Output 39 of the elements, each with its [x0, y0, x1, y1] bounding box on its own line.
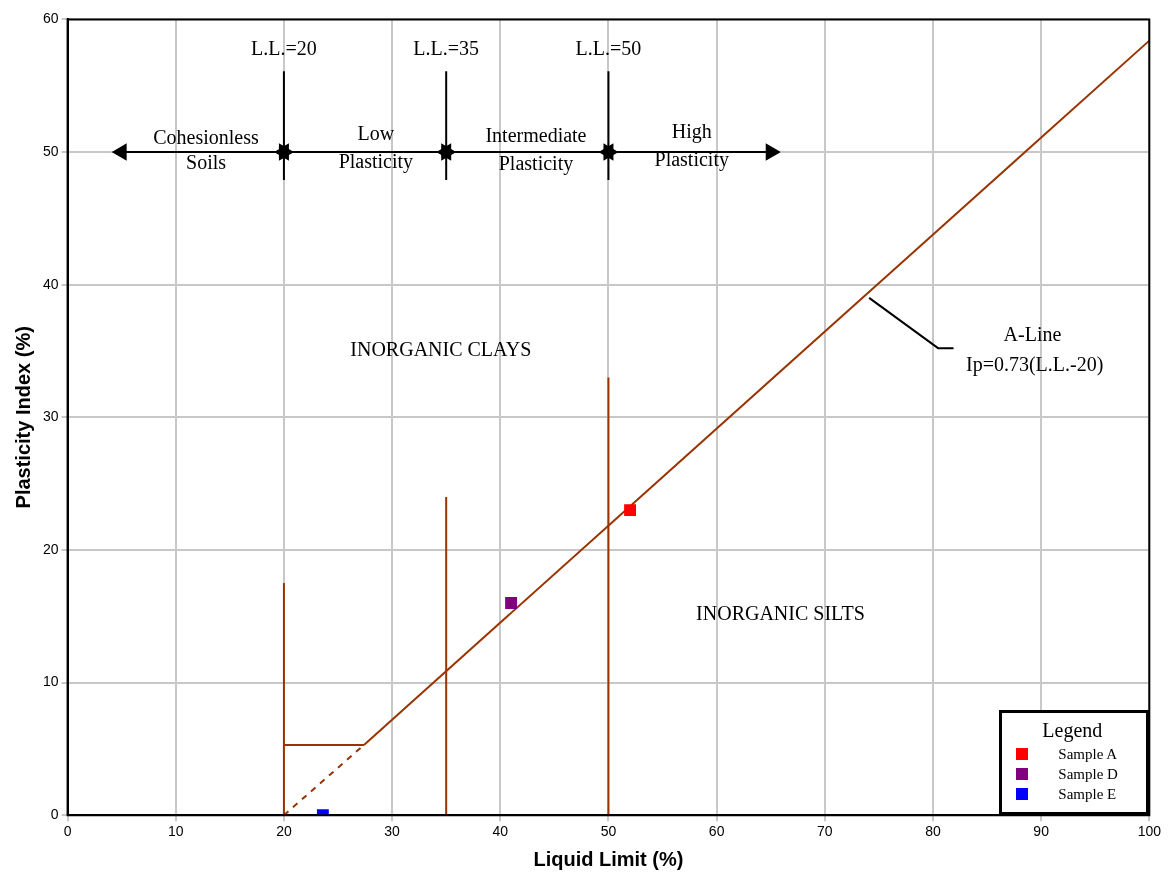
y-tick-label: 60 [42, 10, 59, 27]
annotation: High [671, 120, 712, 144]
annotation: Intermediate [485, 124, 587, 147]
annotation: Plasticity [498, 152, 574, 176]
x-tick-label: 70 [817, 823, 833, 840]
legend-label: Sample E [1058, 785, 1117, 805]
annotation: L.L.=35 [413, 36, 480, 59]
x-tick-label: 10 [167, 823, 184, 840]
legend-label: Sample A [1058, 745, 1118, 765]
annotation: Plasticity [338, 149, 414, 173]
x-tick-label: 0 [63, 823, 72, 840]
annotation: Plasticity [654, 148, 729, 172]
legend-title: Legend [1042, 719, 1104, 743]
y-tick-label: 50 [42, 142, 59, 159]
annotation: INORGANIC SILTS [696, 601, 865, 624]
y-tick-label: 10 [42, 673, 59, 690]
x-axis-title: Liquid Limit (%) [533, 847, 684, 870]
x-tick-label: 20 [276, 823, 292, 840]
y-tick-label: 20 [42, 540, 59, 557]
y-tick-label: 0 [50, 806, 59, 823]
annotation: Soils [186, 151, 227, 174]
x-tick-label: 60 [708, 823, 725, 840]
x-tick-label: 30 [384, 823, 401, 840]
annotation: Cohesionless [153, 126, 260, 149]
x-tick-label: 80 [925, 823, 941, 840]
x-tick-label: 40 [492, 823, 509, 840]
annotation: L.L.=50 [575, 36, 642, 59]
x-tick-label: 100 [1137, 823, 1162, 840]
annotation: A-Line [1003, 323, 1062, 346]
legend-label: Sample D [1058, 765, 1118, 785]
y-axis-title: Plasticity Index (%) [11, 326, 34, 509]
annotation: Ip=0.73(L.L.-20) [965, 352, 1104, 376]
annotation: Low [357, 122, 395, 145]
y-tick-label: 30 [42, 408, 59, 425]
annotation: L.L.=20 [251, 36, 317, 59]
y-tick-label: 40 [42, 275, 59, 292]
annotation: INORGANIC CLAYS [350, 338, 532, 361]
x-tick-label: 90 [1033, 823, 1050, 840]
x-tick-label: 50 [600, 823, 617, 840]
